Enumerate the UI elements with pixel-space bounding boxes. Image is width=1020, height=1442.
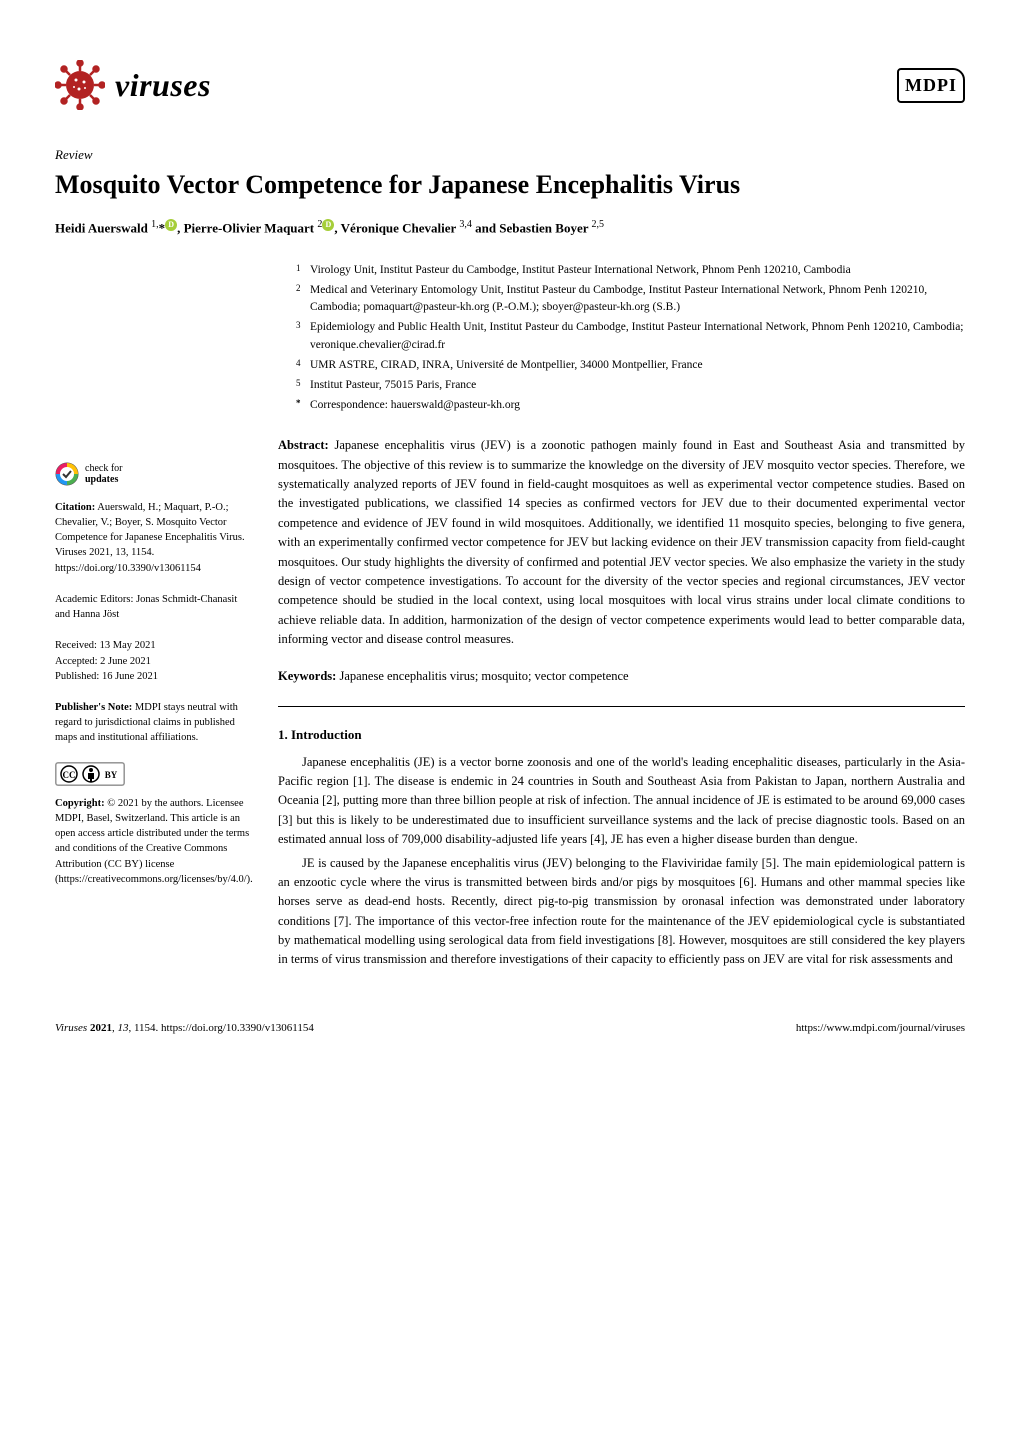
affil-num: 5 (296, 377, 310, 395)
affiliations: 1Virology Unit, Institut Pasteur du Camb… (278, 262, 965, 415)
svg-text:CC: CC (63, 770, 76, 780)
pubnote-label: Publisher's Note: (55, 702, 132, 713)
cc-by-badge: CC BY (55, 762, 250, 786)
affil-text: Medical and Veterinary Entomology Unit, … (310, 282, 965, 318)
publisher-logo: MDPI (897, 68, 965, 103)
abstract-label: Abstract: (278, 438, 329, 452)
editors-block: Academic Editors: Jonas Schmidt-Chanasit… (55, 592, 250, 622)
footer: Viruses 2021, 13, 1154. https://doi.org/… (55, 1014, 965, 1037)
divider (278, 706, 965, 707)
abstract-text: Japanese encephalitis virus (JEV) is a z… (278, 438, 965, 646)
copyright-block: Copyright: © 2021 by the authors. Licens… (55, 796, 250, 887)
footer-left: Viruses 2021, 13, 1154. https://doi.org/… (55, 1020, 314, 1037)
check-updates-badge[interactable]: check forupdates (55, 462, 250, 486)
abstract: Abstract: Japanese encephalitis virus (J… (278, 436, 965, 649)
published-date: Published: 16 June 2021 (55, 669, 250, 684)
accepted-date: Accepted: 2 June 2021 (55, 654, 250, 669)
sidebar: check forupdates Citation: Auerswald, H.… (55, 262, 250, 974)
orcid-icon: D (322, 219, 334, 231)
check-updates-icon (55, 462, 79, 486)
affil-num: 3 (296, 319, 310, 355)
affil-text: Epidemiology and Public Health Unit, Ins… (310, 319, 965, 355)
authors: Heidi Auerswald 1,*D, Pierre-Olivier Maq… (55, 217, 965, 238)
virus-icon (55, 60, 105, 110)
received-date: Received: 13 May 2021 (55, 638, 250, 653)
article-type: Review (55, 145, 965, 165)
journal-logo: viruses (55, 60, 211, 110)
header: viruses MDPI (55, 60, 965, 110)
affil-text: UMR ASTRE, CIRAD, INRA, Université de Mo… (310, 357, 965, 375)
affil-text: Virology Unit, Institut Pasteur du Cambo… (310, 262, 965, 280)
section-heading: 1. Introduction (278, 725, 965, 745)
dates-block: Received: 13 May 2021 Accepted: 2 June 2… (55, 638, 250, 684)
keywords-text: Japanese encephalitis virus; mosquito; v… (339, 669, 628, 683)
citation-block: Citation: Auerswald, H.; Maquart, P.-O.;… (55, 500, 250, 576)
corr-mark: * (296, 397, 310, 415)
cc-by-icon: CC BY (55, 762, 125, 786)
keywords-label: Keywords: (278, 669, 336, 683)
check-updates-label: check forupdates (85, 463, 122, 485)
body-paragraph: JE is caused by the Japanese encephaliti… (278, 854, 965, 970)
affil-num: 4 (296, 357, 310, 375)
orcid-icon: D (165, 219, 177, 231)
footer-right: https://www.mdpi.com/journal/viruses (796, 1020, 965, 1037)
copyright-text: © 2021 by the authors. Licensee MDPI, Ba… (55, 798, 253, 885)
keywords: Keywords: Japanese encephalitis virus; m… (278, 667, 965, 698)
affil-text: Institut Pasteur, 75015 Paris, France (310, 377, 965, 395)
citation-label: Citation: (55, 502, 95, 513)
svg-text:BY: BY (105, 770, 118, 780)
paper-title: Mosquito Vector Competence for Japanese … (55, 169, 965, 202)
body-paragraph: Japanese encephalitis (JE) is a vector b… (278, 753, 965, 850)
copyright-label: Copyright: (55, 798, 105, 809)
affil-num: 2 (296, 282, 310, 318)
affil-num: 1 (296, 262, 310, 280)
main-content: 1Virology Unit, Institut Pasteur du Camb… (278, 262, 965, 974)
editors-label: Academic Editors: (55, 594, 133, 605)
publisher-note-block: Publisher's Note: MDPI stays neutral wit… (55, 700, 250, 746)
journal-name: viruses (115, 61, 211, 109)
corr-text: Correspondence: hauerswald@pasteur-kh.or… (310, 397, 965, 415)
